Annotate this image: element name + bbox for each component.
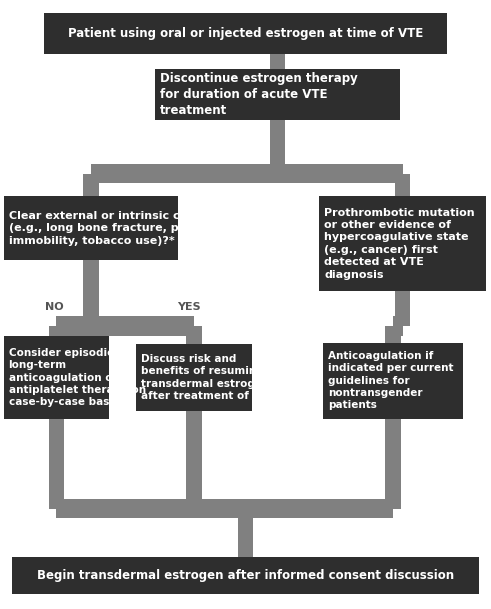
- Bar: [4, 336, 109, 419]
- Bar: [270, 54, 285, 69]
- Text: Discontinue estrogen therapy
for duration of acute VTE
treatment: Discontinue estrogen therapy for duratio…: [160, 72, 357, 117]
- Bar: [56, 316, 194, 336]
- Bar: [186, 411, 202, 509]
- Bar: [319, 197, 486, 291]
- Bar: [395, 291, 410, 326]
- Bar: [270, 120, 285, 174]
- Bar: [323, 342, 463, 419]
- Text: NO: NO: [45, 303, 63, 312]
- Text: Anticoagulation if
indicated per current
guidelines for
nontransgender
patients: Anticoagulation if indicated per current…: [328, 351, 453, 410]
- Text: Discuss risk and
benefits of resuming
transdermal estrogen
after treatment of VT: Discuss risk and benefits of resuming tr…: [141, 354, 275, 401]
- Bar: [91, 164, 403, 183]
- Bar: [393, 316, 403, 336]
- Bar: [4, 196, 178, 261]
- Text: Prothrombotic mutation
or other evidence of
hypercoagulative state
(e.g., cancer: Prothrombotic mutation or other evidence…: [324, 208, 475, 280]
- Text: Consider episodic or
long-term
anticoagulation or
antiplatelet therapy on
case-b: Consider episodic or long-term anticoagu…: [9, 348, 146, 407]
- Bar: [83, 261, 99, 326]
- Bar: [83, 174, 99, 197]
- Bar: [186, 326, 202, 344]
- Text: YES: YES: [177, 303, 201, 312]
- Bar: [155, 69, 400, 121]
- Bar: [56, 499, 393, 518]
- Bar: [12, 557, 479, 594]
- Text: Patient using oral or injected estrogen at time of VTE: Patient using oral or injected estrogen …: [68, 27, 423, 40]
- Bar: [238, 509, 253, 557]
- Bar: [49, 326, 64, 336]
- Bar: [395, 174, 410, 197]
- Bar: [385, 326, 401, 342]
- Text: Clear external or intrinsic cause
(e.g., long bone fracture, prolonged
immobilit: Clear external or intrinsic cause (e.g.,…: [9, 211, 234, 246]
- Bar: [44, 13, 447, 54]
- Text: Begin transdermal estrogen after informed consent discussion: Begin transdermal estrogen after informe…: [37, 569, 454, 582]
- Bar: [49, 419, 64, 509]
- Bar: [136, 344, 251, 411]
- Bar: [385, 419, 401, 509]
